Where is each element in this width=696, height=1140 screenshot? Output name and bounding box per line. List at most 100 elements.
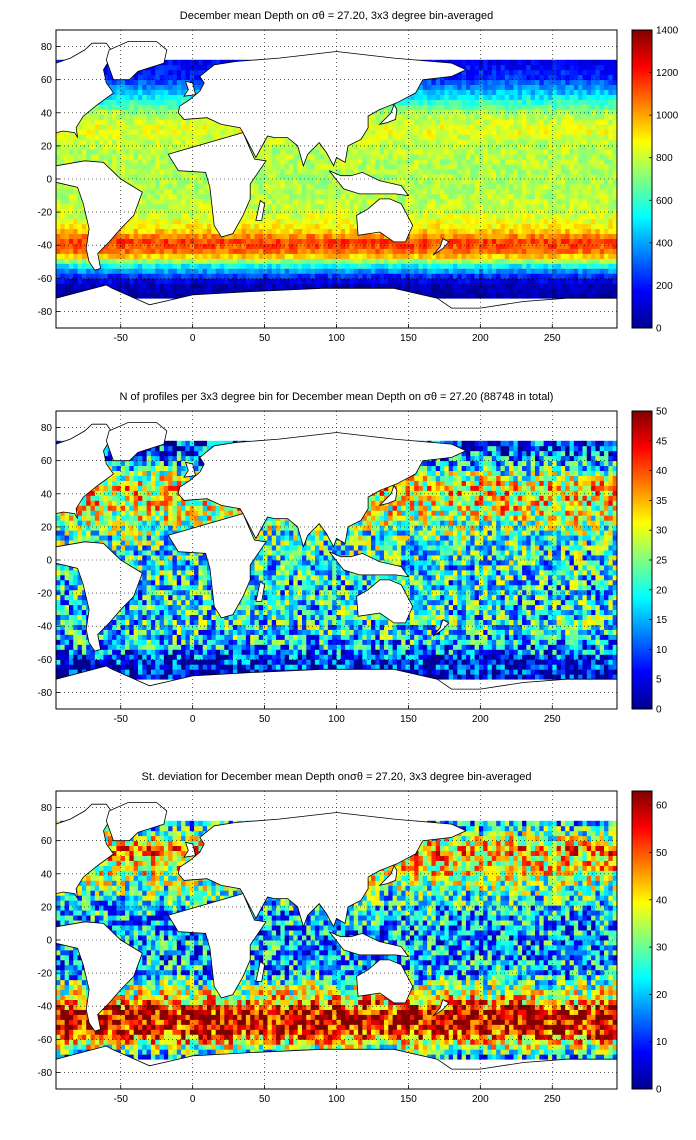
x-tick-label: 50 (259, 333, 271, 344)
coastline (56, 160, 143, 271)
y-tick-label: 80 (41, 803, 53, 814)
y-tick-label: 40 (41, 489, 53, 500)
y-tick-label: 0 (46, 175, 52, 186)
y-tick-label: -60 (38, 274, 53, 285)
colorbar-tick-label: 1000 (656, 111, 679, 122)
y-tick-label: -40 (38, 1002, 53, 1013)
coastline (167, 812, 467, 999)
colorbar-tick-label: 600 (656, 196, 673, 207)
y-tick-label: 20 (41, 902, 53, 913)
coastline (105, 41, 168, 81)
colorbar-tick-label: 35 (656, 496, 668, 507)
colorbar-tick-label: 200 (656, 281, 673, 292)
colorbar: 0 5 10 15 20 25 30 35 40 45 50 (631, 407, 668, 716)
colorbar-tick-label: 50 (656, 848, 668, 859)
x-tick-label: -50 (114, 714, 129, 725)
y-tick-label: -20 (38, 208, 53, 219)
colorbar-tick-label: 10 (656, 1037, 668, 1048)
colorbar-tick-label: 20 (656, 990, 668, 1001)
y-tick-label: -60 (38, 1035, 53, 1046)
x-tick-label: 200 (472, 714, 489, 725)
panel-count: N of profiles per 3x3 degree bin for Dec… (38, 391, 668, 725)
panel-title: N of profiles per 3x3 degree bin for Dec… (120, 391, 554, 403)
y-tick-label: 0 (46, 936, 52, 947)
y-tick-label: 20 (41, 522, 53, 533)
colorbar-gradient (631, 29, 653, 329)
y-tick-label: -80 (38, 1068, 53, 1079)
y-tick-label: -40 (38, 241, 53, 252)
y-tick-label: 40 (41, 869, 53, 880)
colorbar-tick-label: 800 (656, 153, 673, 164)
coastline (328, 551, 410, 578)
y-tick-label: -60 (38, 655, 53, 666)
coastline (255, 960, 266, 982)
coastline (167, 432, 467, 619)
coastline (378, 864, 398, 887)
coastline (432, 238, 450, 256)
colorbar-tick-label: 400 (656, 238, 673, 249)
panel-std: St. deviation for December mean Depth on… (38, 771, 668, 1105)
y-tick-label: 0 (46, 556, 52, 567)
colorbar-tick-label: 40 (656, 895, 668, 906)
colorbar-tick-label: 60 (656, 801, 668, 812)
panel-mean: December mean Depth on σθ = 27.20, 3x3 d… (38, 10, 679, 344)
colorbar-tick-label: 30 (656, 943, 668, 954)
colorbar-gradient (631, 790, 653, 1090)
coastline (255, 580, 266, 602)
coastline (56, 541, 143, 652)
land-mask (56, 802, 617, 1089)
coastline (328, 931, 410, 958)
x-tick-label: -50 (114, 1094, 129, 1105)
panel-title: St. deviation for December mean Depth on… (142, 771, 532, 783)
colorbar-tick-label: 25 (656, 556, 668, 567)
coastline (167, 51, 467, 238)
y-tick-label: 60 (41, 75, 53, 86)
coastline (56, 42, 115, 151)
colorbar-tick-label: 10 (656, 645, 668, 656)
coastline (183, 461, 196, 478)
grid-lines (56, 30, 617, 328)
y-tick-label: 80 (41, 423, 53, 434)
colorbar-tick-label: 20 (656, 585, 668, 596)
grid-lines (56, 411, 617, 709)
heatmap-cells (56, 59, 617, 299)
colorbar: 0 200 400 600 800 1000 1200 1400 (631, 26, 679, 335)
coastline (432, 999, 450, 1017)
x-tick-label: 150 (400, 333, 417, 344)
coastline (356, 959, 414, 1004)
coastline (356, 579, 414, 624)
x-tick-label: 0 (190, 714, 196, 725)
y-tick-label: 40 (41, 108, 53, 119)
x-tick-label: 200 (472, 1094, 489, 1105)
x-tick-label: 100 (328, 714, 345, 725)
panel-title: December mean Depth on σθ = 27.20, 3x3 d… (180, 10, 493, 22)
y-tick-label: 20 (41, 141, 53, 152)
coastline (183, 80, 196, 97)
colorbar-tick-label: 0 (656, 1085, 662, 1096)
y-tick-label: 80 (41, 42, 53, 53)
x-tick-label: 250 (544, 333, 561, 344)
x-tick-label: 50 (259, 1094, 271, 1105)
colorbar-tick-label: 30 (656, 526, 668, 537)
grid-lines (56, 791, 617, 1089)
colorbar-tick-label: 50 (656, 407, 668, 418)
y-tick-label: 60 (41, 456, 53, 467)
x-tick-label: 100 (328, 333, 345, 344)
x-tick-label: 250 (544, 1094, 561, 1105)
colorbar-tick-label: 5 (656, 675, 662, 686)
coastline (183, 841, 196, 858)
coastline (328, 170, 410, 197)
x-tick-label: 200 (472, 333, 489, 344)
coastline (56, 803, 115, 912)
colorbar-tick-label: 1200 (656, 68, 679, 79)
colorbar-tick-label: 0 (656, 324, 662, 335)
colorbar-tick-label: 40 (656, 466, 668, 477)
x-tick-label: 0 (190, 1094, 196, 1105)
coastline (378, 484, 398, 507)
x-tick-label: 150 (400, 1094, 417, 1105)
x-tick-label: 0 (190, 333, 196, 344)
coastline (56, 921, 143, 1032)
coastline (356, 198, 414, 243)
y-tick-label: -20 (38, 589, 53, 600)
